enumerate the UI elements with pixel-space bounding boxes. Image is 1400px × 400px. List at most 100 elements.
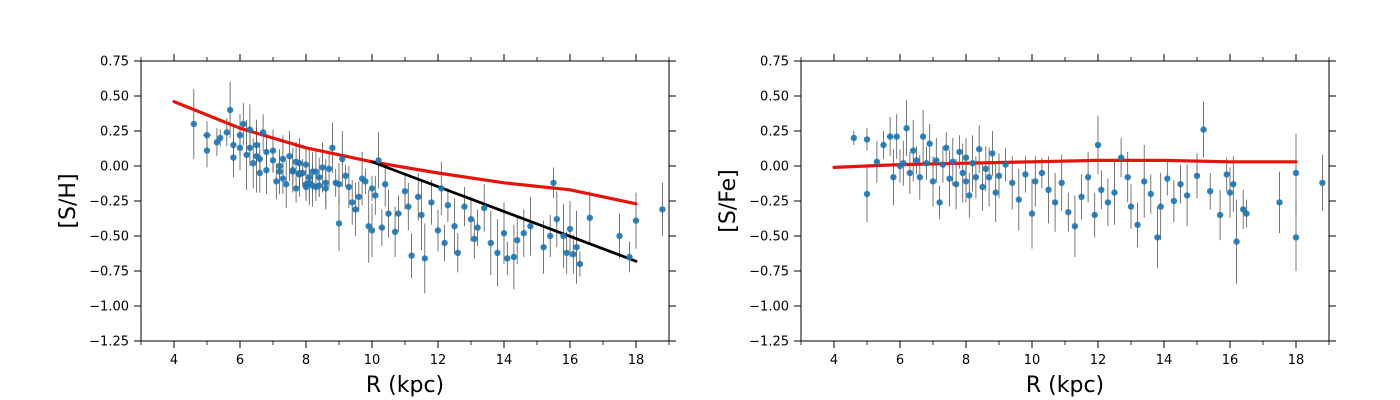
sfe-x-axis-label: R (kpc) bbox=[1026, 373, 1104, 398]
sh-data-point bbox=[289, 167, 296, 174]
sfe-data-point bbox=[1015, 196, 1022, 203]
sh-data-point bbox=[560, 232, 567, 240]
sfe-y-tick-label: −1.00 bbox=[749, 300, 789, 315]
sh-data-point bbox=[355, 193, 362, 200]
sfe-data-point bbox=[919, 133, 927, 140]
sfe-x-tick-label: 12 bbox=[1090, 353, 1107, 368]
sh-data-point bbox=[471, 235, 478, 242]
sh-data-point bbox=[500, 230, 508, 237]
sh-data-point bbox=[292, 185, 300, 192]
sh-y-tick-label: −0.50 bbox=[89, 230, 129, 245]
sh-data-point bbox=[230, 154, 237, 161]
sfe-data-point bbox=[1051, 199, 1059, 206]
sh-data-point bbox=[481, 204, 488, 212]
sh-data-point bbox=[418, 211, 425, 219]
sfe-errorbars bbox=[852, 100, 1325, 284]
sh-data-point bbox=[547, 232, 554, 240]
sh-y-axis-label: [S/H] bbox=[56, 173, 81, 228]
sh-y-tick-label: −0.75 bbox=[89, 265, 129, 280]
sfe-data-point bbox=[1028, 210, 1036, 217]
sh-data-point bbox=[659, 206, 666, 213]
sh-data-point bbox=[256, 169, 263, 177]
sh-data-point bbox=[487, 239, 494, 247]
sh-data-point bbox=[345, 183, 353, 191]
sfe-data-point bbox=[1157, 203, 1164, 210]
sh-data-point bbox=[504, 255, 511, 262]
sfe-data-point bbox=[1058, 179, 1065, 186]
sh-data-point bbox=[342, 172, 349, 179]
sfe-y-tick-label: −0.50 bbox=[749, 230, 789, 245]
sh-x-tick-label: 8 bbox=[302, 353, 310, 368]
sh-data-point bbox=[279, 155, 287, 163]
sh-data-point bbox=[329, 144, 336, 151]
sfe-data-point bbox=[863, 190, 871, 198]
sh-data-point bbox=[286, 153, 293, 160]
sh-data-point bbox=[279, 175, 287, 182]
sfe-data-point bbox=[863, 136, 871, 143]
sfe-data-point bbox=[952, 181, 960, 188]
sh-data-point bbox=[514, 237, 521, 244]
sh-data-point bbox=[494, 249, 501, 256]
sfe-data-point bbox=[1193, 172, 1201, 179]
sh-data-point bbox=[444, 202, 452, 209]
sh-data-point bbox=[438, 185, 445, 192]
sh-data-point bbox=[368, 227, 376, 234]
sfe-data-point bbox=[1276, 199, 1283, 206]
sfe-data-point bbox=[1141, 178, 1148, 185]
sfe-data-point bbox=[1078, 193, 1085, 200]
sh-data-point bbox=[223, 129, 230, 136]
sfe-data-point bbox=[880, 141, 887, 149]
sh-data-point bbox=[276, 162, 283, 170]
sh-data-point bbox=[428, 199, 435, 206]
sh-data-point bbox=[250, 160, 257, 167]
sh-data-point bbox=[586, 214, 593, 221]
sfe-data-point bbox=[1230, 181, 1237, 188]
sfe-data-point bbox=[1094, 141, 1102, 149]
sfe-data-point bbox=[1233, 238, 1240, 245]
sh-data-point bbox=[240, 120, 247, 128]
sh-data-point bbox=[259, 129, 267, 136]
sh-data-point bbox=[451, 223, 458, 230]
sh-data-point bbox=[283, 181, 290, 188]
sh-data-point bbox=[626, 253, 633, 261]
sh-data-point bbox=[269, 147, 277, 154]
sfe-data-point bbox=[933, 157, 940, 164]
sfe-data-point bbox=[995, 172, 1003, 179]
sh-data-point bbox=[408, 252, 415, 259]
sh-data-point bbox=[263, 148, 270, 156]
sfe-data-point bbox=[893, 133, 900, 140]
sfe-data-point bbox=[949, 158, 956, 165]
sfe-data-point bbox=[1216, 211, 1224, 219]
sh-x-tick-label: 16 bbox=[562, 353, 579, 368]
sh-errorbars bbox=[192, 82, 665, 294]
sfe-data-point bbox=[1164, 175, 1171, 182]
sh-data-point bbox=[236, 144, 244, 151]
sh-x-tick-label: 10 bbox=[364, 353, 381, 368]
sfe-x-tick-label: 10 bbox=[1024, 353, 1041, 368]
sh-data-point bbox=[316, 182, 323, 189]
sh-data-point bbox=[335, 181, 343, 188]
sh-data-point bbox=[566, 225, 574, 233]
sh-data-point bbox=[299, 169, 306, 177]
sh-data-point bbox=[391, 228, 399, 235]
sh-x-tick-label: 12 bbox=[430, 353, 447, 368]
sfe-y-tick-label: −1.25 bbox=[749, 335, 789, 350]
sfe-points bbox=[850, 125, 1326, 245]
sh-data-point bbox=[296, 160, 303, 167]
sh-data-point bbox=[276, 168, 283, 175]
sfe-data-point bbox=[1002, 161, 1009, 168]
sfe-data-point bbox=[1200, 126, 1207, 133]
sfe-data-point bbox=[916, 174, 923, 181]
sfe-data-point bbox=[1111, 189, 1118, 196]
sh-y-tick-label: −1.00 bbox=[89, 300, 129, 315]
sfe-y-tick-label: 0.00 bbox=[760, 160, 789, 175]
sfe-data-point bbox=[982, 165, 989, 172]
sfe-axes-frame bbox=[800, 60, 1330, 342]
sh-data-point bbox=[335, 220, 343, 227]
sh-data-point bbox=[368, 185, 376, 192]
sh-data-point bbox=[540, 244, 547, 251]
sfe-data-point bbox=[979, 183, 986, 191]
sh-y-tick-label: 0.50 bbox=[100, 90, 129, 105]
sfe-x-tick-label: 6 bbox=[896, 353, 904, 368]
sh-data-point bbox=[415, 193, 422, 200]
